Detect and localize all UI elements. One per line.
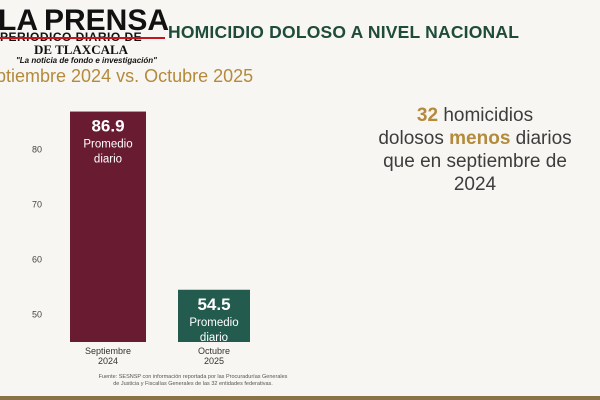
source-note: Fuente: SESNSP con información reportada… — [98, 374, 288, 387]
bar-value-label: 86.9 — [91, 117, 124, 136]
annotation-text-c: diarios — [510, 128, 572, 149]
annotation-number: 32 — [416, 105, 439, 126]
y-tick-label: 60 — [32, 255, 42, 265]
chart-subtitle: ptiembre 2024 vs. Octubre 2025 — [0, 66, 254, 86]
y-tick-label: 80 — [32, 145, 42, 155]
y-tick-label: 70 — [32, 200, 42, 210]
annotation-highlight: menos — [449, 128, 511, 149]
chart-title: HOMICIDIO DOLOSO A NIVEL NACIONAL — [168, 22, 520, 42]
x-category-label: 2024 — [98, 356, 118, 366]
newspaper-logo: LA PRENSA PERIODICO DIARIO DE DE TLAXCAL… — [0, 4, 170, 66]
bar-sub-label: diario — [94, 154, 122, 166]
annotation-text: 32 homicidios dolosos menos diarios que … — [350, 104, 600, 196]
annotation-line-4: 2024 — [453, 174, 497, 195]
y-tick-label: 50 — [32, 310, 42, 320]
bottom-band — [0, 396, 600, 400]
bar-sub-label: diario — [200, 332, 228, 344]
annotation-text-a: homicidios — [438, 105, 534, 126]
logo-name-right: PRENSA — [44, 4, 170, 37]
annotation-text-b: dolosos — [378, 128, 450, 149]
bar-1 — [70, 111, 146, 342]
bar-sub-label: Promedio — [189, 317, 238, 329]
x-category-label: Octubre — [198, 346, 230, 356]
annotation-line-3: que en septiembre de — [383, 151, 567, 172]
logo-slogan: "La noticia de fondo e investigación" — [16, 56, 157, 65]
logo-name-left: LA — [0, 4, 38, 37]
annotation-line-1: 32 homicidios — [350, 104, 600, 127]
x-category-label: Septiembre — [85, 346, 131, 356]
logo-strike-line — [0, 37, 165, 39]
bar-2 — [178, 289, 250, 342]
bar-value-label: 54.5 — [197, 295, 230, 314]
logo-place: DE TLAXCALA — [34, 42, 129, 57]
x-category-label: 2025 — [204, 356, 224, 366]
annotation-line-2: dolosos menos diarios — [350, 127, 600, 150]
bar-sub-label: Promedio — [83, 139, 132, 151]
